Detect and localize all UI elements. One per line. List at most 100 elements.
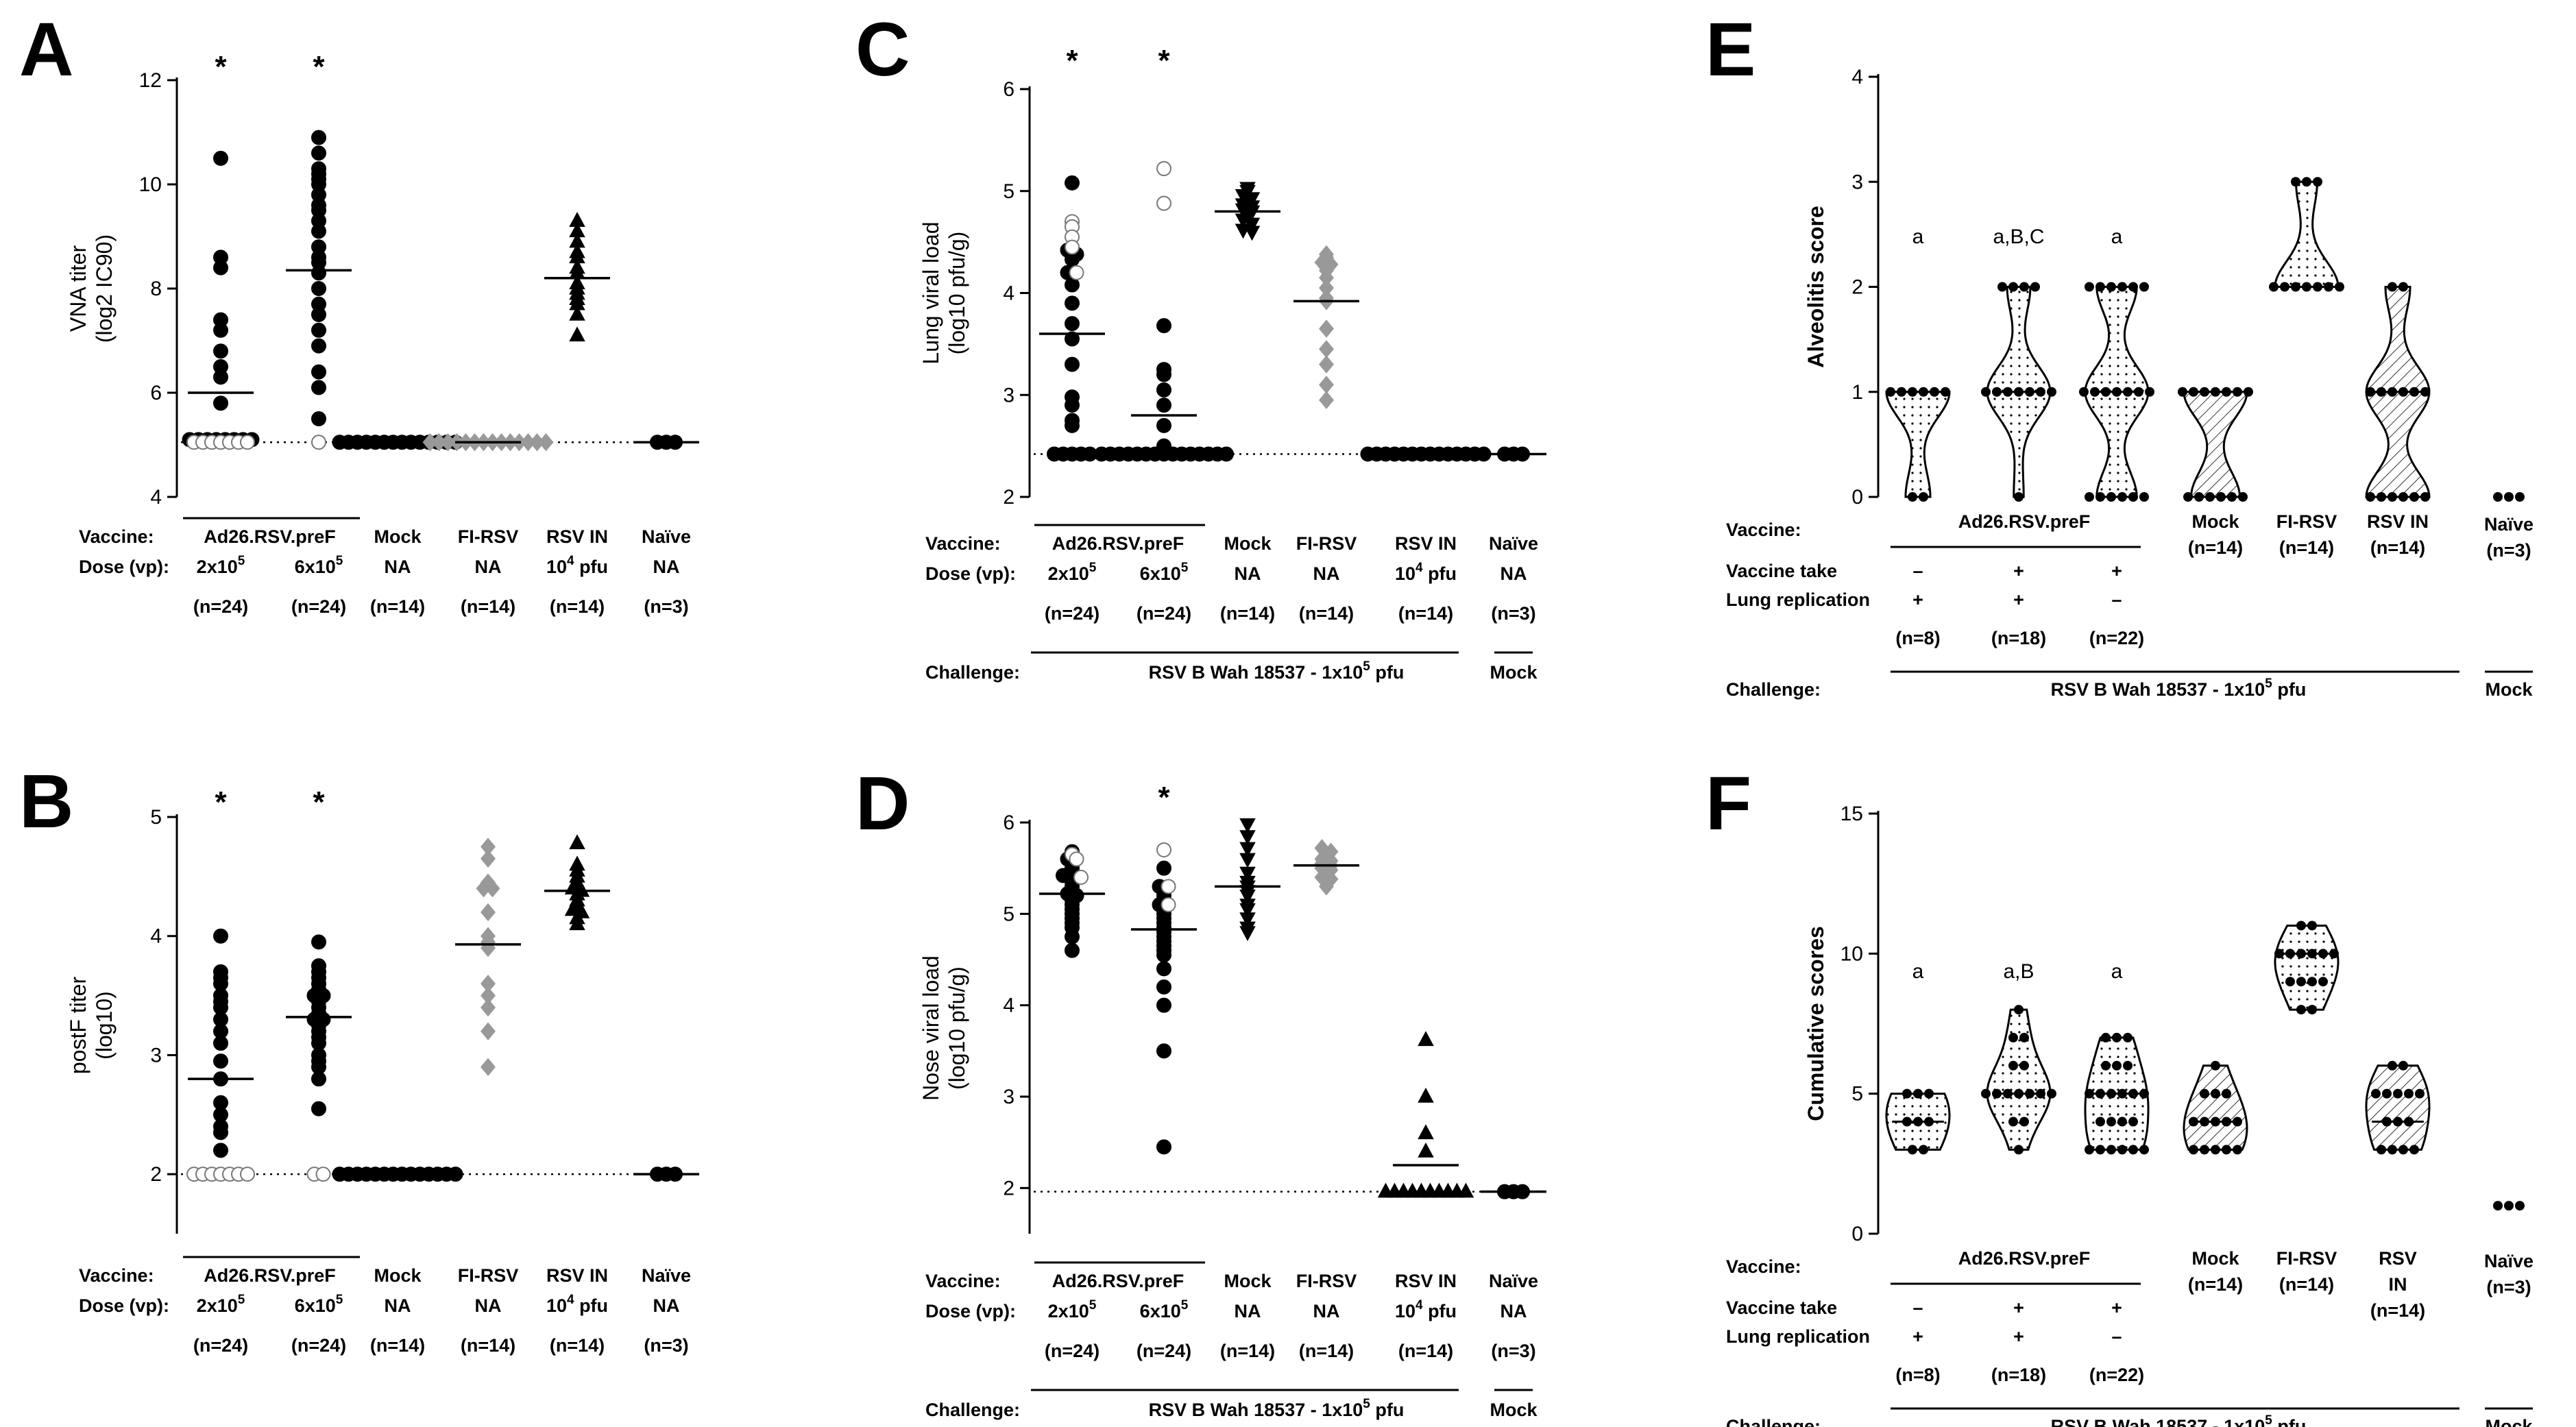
data-point xyxy=(2205,492,2215,502)
y-tick-label: 12 xyxy=(139,69,162,92)
data-point xyxy=(2291,177,2300,187)
data-point xyxy=(2106,492,2116,502)
y-axis-label-line: (log10) xyxy=(92,991,117,1060)
y-axis-label-line: (log2 IC90) xyxy=(92,234,117,343)
data-point xyxy=(2194,492,2204,502)
data-point xyxy=(2296,977,2306,987)
data-point xyxy=(1981,1088,1991,1099)
data-point xyxy=(1319,376,1334,394)
data-point xyxy=(1156,860,1171,876)
data-point xyxy=(1239,853,1256,868)
group-n-label: (n=22) xyxy=(2089,1365,2144,1385)
data-point xyxy=(1219,446,1234,462)
dose-rsvin-exp: 4 xyxy=(567,554,574,568)
dose-2x10-5-base: 2x10 xyxy=(197,1295,238,1316)
data-point xyxy=(1156,367,1171,382)
y-axis-label: postF titer(log10) xyxy=(66,977,117,1075)
data-point xyxy=(2036,387,2045,397)
group-n-label: (n=8) xyxy=(1895,1365,1940,1385)
data-point xyxy=(2296,920,2306,931)
violin-shape xyxy=(2365,1064,2431,1151)
dose-2x10-5-base: 2x10 xyxy=(1048,1301,1089,1321)
vaccine-mock-label: Mock xyxy=(2191,511,2239,532)
data-point xyxy=(2398,282,2408,292)
y-tick-label: 4 xyxy=(150,486,162,509)
data-point xyxy=(2106,1117,2116,1127)
y-tick-label: 6 xyxy=(150,382,162,404)
dose-rsvin: 104 pfu xyxy=(1395,1298,1457,1321)
data-point xyxy=(2008,1117,2018,1127)
data-point xyxy=(1992,387,2002,397)
vaccine-ad26-label: Ad26.RSV.preF xyxy=(204,1265,336,1286)
data-point xyxy=(2280,282,2289,292)
group-n-label: (n=14) xyxy=(1398,1341,1453,1361)
dose-row-label: Dose (vp): xyxy=(925,563,1016,584)
dose-rsvin: 104 pfu xyxy=(1395,561,1457,584)
significance-star: * xyxy=(215,50,227,84)
data-point xyxy=(2222,387,2231,397)
vaccine-naive-label: Naïve xyxy=(642,1265,691,1286)
data-point xyxy=(2409,492,2419,502)
y-tick-label: 3 xyxy=(150,1044,162,1066)
open-data-point xyxy=(1156,842,1171,857)
dose-2x10-5: 2x105 xyxy=(1048,1298,1097,1321)
data-point xyxy=(2318,949,2328,959)
data-point xyxy=(2244,387,2253,397)
lung-replication-row-label: Lung replication xyxy=(1726,1326,1870,1347)
violin-shape xyxy=(2274,180,2340,288)
violin-shape xyxy=(2274,925,2340,1011)
panel-letter-B: B xyxy=(19,759,73,844)
challenge-virus-label-tail: pfu xyxy=(1370,1400,1404,1420)
group-n-label: (n=14) xyxy=(461,1335,515,1356)
data-point xyxy=(2003,1088,2013,1099)
group-n-label: (n=18) xyxy=(1991,628,2046,648)
data-point xyxy=(1418,1142,1434,1158)
data-point xyxy=(2313,282,2322,292)
data-point xyxy=(2387,282,2397,292)
y-axis-label: Cumulative scores xyxy=(1803,926,1828,1121)
data-point xyxy=(2302,177,2311,187)
data-point xyxy=(2112,1032,2122,1042)
dose-6x10-5: 6x105 xyxy=(1140,561,1189,584)
vaccine-rsvin-label: RSV IN xyxy=(546,1265,608,1286)
group-n-label: (n=14) xyxy=(1299,603,1354,624)
data-point xyxy=(2269,282,2279,292)
data-point xyxy=(2112,387,2122,397)
vaccine-naive-label: Naïve xyxy=(1489,533,1538,554)
dose-rsvin-tail: pfu xyxy=(1423,1301,1457,1321)
dose-2x10-5-base: 2x10 xyxy=(1048,563,1089,584)
data-point xyxy=(2377,492,2386,502)
y-tick-label: 5 xyxy=(150,806,162,829)
dose-2x10-5-exp: 5 xyxy=(238,554,245,568)
group-n-label: (n=14) xyxy=(370,1335,425,1356)
y-axis-label-line: Lung viral load xyxy=(919,221,943,364)
data-point xyxy=(2003,387,2013,397)
data-point xyxy=(569,305,585,321)
violin-shape xyxy=(2183,391,2248,498)
y-tick-label: 4 xyxy=(1003,282,1014,305)
data-point xyxy=(1065,356,1080,372)
challenge-virus-label: RSV B Wah 18537 - 1x105 pfu xyxy=(2051,1413,2307,1427)
open-data-point xyxy=(311,435,326,450)
y-axis-label: VNA titer(log2 IC90) xyxy=(66,234,117,343)
data-point xyxy=(1065,929,1080,944)
dose-rsvin-tail: pfu xyxy=(1423,563,1457,584)
challenge-row-label: Challenge: xyxy=(1726,1416,1821,1427)
y-axis-label-line: VNA titer xyxy=(66,245,90,332)
data-point xyxy=(2296,1005,2306,1015)
vaccine-rsvin-label-2: IN xyxy=(2389,1274,2407,1295)
vaccine-ad26-label: Ad26.RSV.preF xyxy=(1958,511,2091,532)
data-point xyxy=(2101,1060,2111,1071)
vaccine-naive-label: Naïve xyxy=(2484,1251,2534,1271)
y-tick-label: 6 xyxy=(1003,812,1014,834)
data-point xyxy=(2095,1117,2105,1127)
dose-6x10-5-base: 6x10 xyxy=(1140,1301,1181,1321)
data-point xyxy=(2117,282,2127,292)
dose-2x10-5-exp: 5 xyxy=(238,1293,245,1307)
y-tick-label: 0 xyxy=(1851,486,1863,509)
panel-D: D 2 3 4 5 6 Nose viral load(log10 pfu/g) * Vacci… xyxy=(855,761,1546,1420)
dose-rsvin-exp: 4 xyxy=(567,1293,574,1307)
data-point xyxy=(481,1022,496,1040)
group-n-label: (n=22) xyxy=(2089,628,2144,648)
vaccine-ad26-label: Ad26.RSV.preF xyxy=(1052,1271,1184,1291)
